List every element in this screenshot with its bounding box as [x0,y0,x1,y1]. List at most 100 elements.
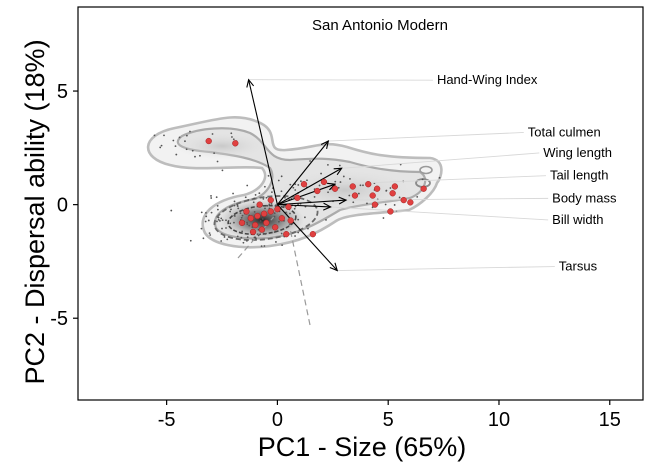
background-point [253,211,256,213]
background-point [216,204,219,207]
modern-point [267,196,274,204]
background-point [216,220,218,223]
background-point [359,184,362,187]
modern-point [369,192,376,199]
arrow-head [327,182,337,191]
background-point [225,227,227,229]
x-tick-label: 5 [383,409,394,431]
background-point [266,204,269,207]
modern-point [373,185,381,192]
background-point [242,241,245,244]
background-point [327,191,329,194]
background-point [232,192,234,195]
modern-point [232,140,239,147]
modern-point [391,183,398,190]
modern-point [287,217,294,224]
variable-labels: Hand-Wing Index Total culmen Wing length Ta… [437,72,617,273]
modern-point [365,181,372,188]
background-point [384,203,387,206]
background-point [208,232,211,235]
modern-point [389,190,396,197]
x-tick-label: 0 [272,409,283,431]
background-point [278,220,280,223]
background-point [221,219,224,222]
modern-point [314,187,321,195]
background-point [297,218,300,221]
plot-title: San Antonio Modern [312,17,448,34]
background-point [258,192,261,195]
modern-point [254,212,261,220]
background-point [226,238,229,241]
background-point [210,195,212,197]
background-point [366,202,368,205]
background-point [282,205,285,208]
background-point [233,200,236,203]
background-point [300,180,302,183]
variable-label: Bill width [552,212,603,227]
background-point [293,207,296,210]
background-point [233,221,235,224]
background-point [267,174,270,177]
modern-point [278,215,285,222]
background-point [241,230,244,233]
background-point [339,181,342,183]
background-point [217,218,220,221]
density-contour-core [213,195,319,241]
background-point [240,216,243,219]
background-point [261,218,264,220]
background-point [239,212,242,214]
background-point [281,244,284,247]
modern-point [349,183,356,190]
background-point [247,198,250,201]
modern-points-layer [205,137,427,238]
background-point [277,179,280,182]
background-point [220,217,223,220]
background-point [175,153,178,156]
loading-arrow [276,140,329,205]
background-point [280,190,283,193]
background-point [220,240,223,242]
background-point [199,154,201,157]
modern-point [258,226,266,233]
leader-line [328,132,524,142]
background-point [246,236,249,239]
variable-label: Hand-Wing Index [437,72,538,87]
modern-point [249,228,257,236]
background-point [204,220,207,223]
variable-label: Total culmen [528,124,601,139]
leader-line [337,266,555,271]
arrow-head [333,167,343,176]
leader-line [341,152,540,169]
background-point [185,134,188,137]
density-island [419,165,433,175]
axis-ticks: -5 0 5 10 15 5 0 -5 [50,81,621,431]
arrow-head [320,140,330,149]
background-point [191,149,194,152]
modern-point [320,178,328,186]
background-point [246,221,248,224]
loading-arrow [277,167,342,206]
background-point [232,138,235,141]
background-point [362,184,364,187]
background-point [236,235,239,238]
background-point [213,152,216,155]
background-point [172,139,175,142]
x-axis-title: PC1 - Size (65%) [258,432,467,462]
background-point [229,222,232,225]
modern-point [267,208,274,215]
background-point [270,202,273,205]
background-point [211,133,214,135]
background-point [318,184,321,187]
background-point [262,198,265,200]
background-point [230,132,233,135]
background-point [438,176,441,179]
modern-point [387,208,394,215]
background-point [382,217,385,219]
x-tick-label: -5 [158,409,176,431]
modern-point [272,224,279,231]
background-point [225,219,227,222]
loading-arrow [277,183,336,206]
background-point [337,186,340,189]
modern-point [400,196,407,204]
modern-point [294,194,301,201]
